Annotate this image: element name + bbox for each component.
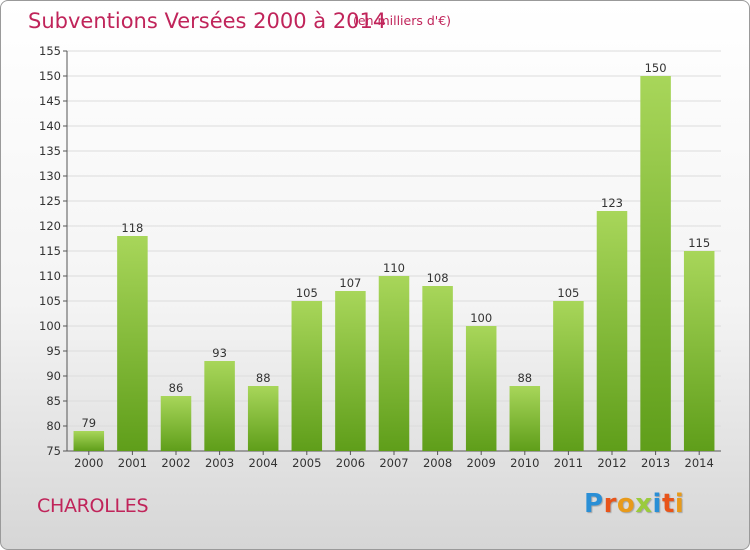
x-tick-label: 2014 xyxy=(685,456,714,470)
x-tick-label: 2005 xyxy=(292,456,321,470)
bar xyxy=(596,211,628,451)
chart-subtitle: (en milliers d'€) xyxy=(353,13,452,28)
x-tick-label: 2009 xyxy=(467,456,496,470)
data-label: 108 xyxy=(427,271,449,285)
data-label: 88 xyxy=(517,371,532,385)
logo-letter: o xyxy=(616,489,636,519)
x-tick-label: 2002 xyxy=(161,456,190,470)
data-label: 118 xyxy=(121,221,143,235)
x-tick-label: 2006 xyxy=(336,456,365,470)
chart-title: Subventions Versées 2000 à 2014 xyxy=(28,9,387,33)
data-label: 115 xyxy=(688,236,710,250)
y-tick-label: 155 xyxy=(39,44,61,58)
y-tick-label: 115 xyxy=(39,244,61,258)
data-label: 88 xyxy=(256,371,271,385)
bar xyxy=(553,301,584,451)
bar xyxy=(160,396,192,451)
x-tick-label: 2004 xyxy=(249,456,278,470)
y-tick-label: 135 xyxy=(39,144,61,158)
data-label: 105 xyxy=(557,286,579,300)
city-name: CHAROLLES xyxy=(37,495,149,517)
data-label: 100 xyxy=(470,311,492,325)
bar xyxy=(204,361,235,451)
data-label: 107 xyxy=(339,276,361,290)
y-tick-label: 130 xyxy=(39,169,61,183)
data-label: 110 xyxy=(383,261,405,275)
logo-letter: x xyxy=(635,489,653,519)
x-tick-label: 2012 xyxy=(597,456,626,470)
logo-letter: t xyxy=(661,489,675,519)
y-tick-label: 110 xyxy=(39,269,61,283)
labels: 79 2000 118 2001 86 2002 93 2003 88 2004 105 2005 10… xyxy=(74,61,714,470)
x-tick-label: 2013 xyxy=(641,456,670,470)
bar xyxy=(378,276,410,451)
data-label: 105 xyxy=(296,286,318,300)
y-tick-label: 75 xyxy=(46,444,61,458)
data-label: 79 xyxy=(81,416,96,430)
data-label: 150 xyxy=(645,61,667,75)
y-tick-label: 105 xyxy=(39,294,61,308)
y-tick-label: 100 xyxy=(39,319,61,333)
y-tick-label: 150 xyxy=(39,69,61,83)
bar xyxy=(73,431,105,451)
x-tick-label: 2011 xyxy=(554,456,583,470)
bar xyxy=(117,236,148,451)
y-tick-label: 80 xyxy=(46,419,61,433)
bar xyxy=(683,251,715,451)
y-tick-label: 125 xyxy=(39,194,61,208)
x-tick-label: 2003 xyxy=(205,456,234,470)
data-label: 93 xyxy=(212,346,227,360)
x-tick-label: 2010 xyxy=(510,456,539,470)
bar xyxy=(422,286,453,451)
logo-letter: i xyxy=(652,489,662,519)
y-tick-label: 90 xyxy=(46,369,61,383)
bar xyxy=(291,301,323,451)
x-tick-label: 2000 xyxy=(74,456,103,470)
bar xyxy=(335,291,366,451)
logo-letter: i xyxy=(674,489,685,519)
logo-letter: P xyxy=(584,489,604,519)
bar xyxy=(509,386,541,451)
proxiti-logo[interactable]: Proxiti xyxy=(584,489,684,519)
x-tick-label: 2008 xyxy=(423,456,452,470)
bar xyxy=(465,326,497,451)
logo-letter: r xyxy=(603,489,617,519)
y-tick-label: 95 xyxy=(46,344,61,358)
bars xyxy=(73,76,715,451)
data-label: 86 xyxy=(169,381,184,395)
y-tick-label: 120 xyxy=(39,219,61,233)
data-label: 123 xyxy=(601,196,623,210)
bar xyxy=(640,76,671,451)
x-tick-label: 2007 xyxy=(379,456,408,470)
y-tick-label: 140 xyxy=(39,119,61,133)
y-tick-label: 85 xyxy=(46,394,61,408)
bar xyxy=(247,386,279,451)
x-tick-label: 2001 xyxy=(118,456,147,470)
y-tick-label: 145 xyxy=(39,94,61,108)
